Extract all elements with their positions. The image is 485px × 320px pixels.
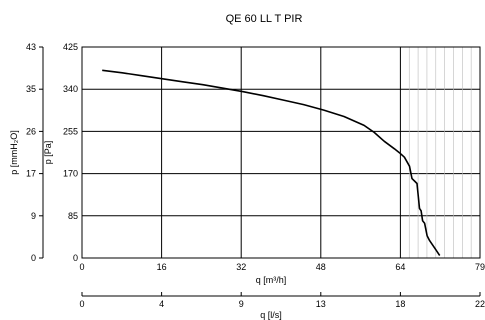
grid-lines	[82, 47, 480, 258]
x-primary-axis-label: q [m³/h]	[256, 275, 287, 285]
x-secondary-tick-label: 4	[159, 299, 164, 309]
y-primary-tick-label: 425	[63, 42, 78, 52]
x-primary-tick-label: 0	[79, 262, 84, 272]
x-secondary-tick-label: 13	[316, 299, 326, 309]
x-primary-tick-labels: 0 16 32 48 64 79	[79, 262, 485, 272]
y-primary-tick-label: 170	[63, 169, 78, 179]
y-secondary-tick-label: 26	[26, 126, 36, 136]
x-secondary-tick-label: 9	[239, 299, 244, 309]
x-primary-tick-label: 48	[316, 262, 326, 272]
x-primary-tick-label: 64	[395, 262, 405, 272]
y-primary-tick-label: 340	[63, 84, 78, 94]
y-secondary-tick-label: 35	[26, 84, 36, 94]
y-secondary-tick-label: 0	[31, 253, 36, 263]
x-secondary-tick-label: 0	[79, 299, 84, 309]
y-secondary-tick-label: 17	[26, 169, 36, 179]
y-primary-axis-label: p [Pa]	[43, 141, 53, 165]
y-primary-tick-label: 85	[68, 211, 78, 221]
x-primary-tick-label: 79	[475, 262, 485, 272]
x-primary-tick-label: 32	[236, 262, 246, 272]
y-secondary-tick-label: 9	[31, 211, 36, 221]
y-primary-tick-label: 0	[73, 253, 78, 263]
fan-curve-line	[102, 69, 441, 256]
x-secondary-axis: 0 4 9 13 18 22	[79, 292, 485, 309]
y-secondary-axis: 0 9 17 26 35 43	[26, 42, 44, 263]
x-secondary-tick-label: 18	[395, 299, 405, 309]
y-primary-tick-label: 255	[63, 126, 78, 136]
y-secondary-axis-label: p [mmH₂O]	[9, 130, 19, 175]
x-secondary-tick-label: 22	[475, 299, 485, 309]
plot-area-frame	[81, 46, 481, 259]
y-secondary-tick-label: 43	[26, 42, 36, 52]
x-secondary-axis-label: q [l/s]	[260, 310, 282, 320]
x-primary-tick-label: 16	[157, 262, 167, 272]
chart-title: QE 60 LL T PIR	[226, 13, 303, 25]
y-primary-tick-labels: 0 85 170 255 340 425	[63, 42, 78, 263]
